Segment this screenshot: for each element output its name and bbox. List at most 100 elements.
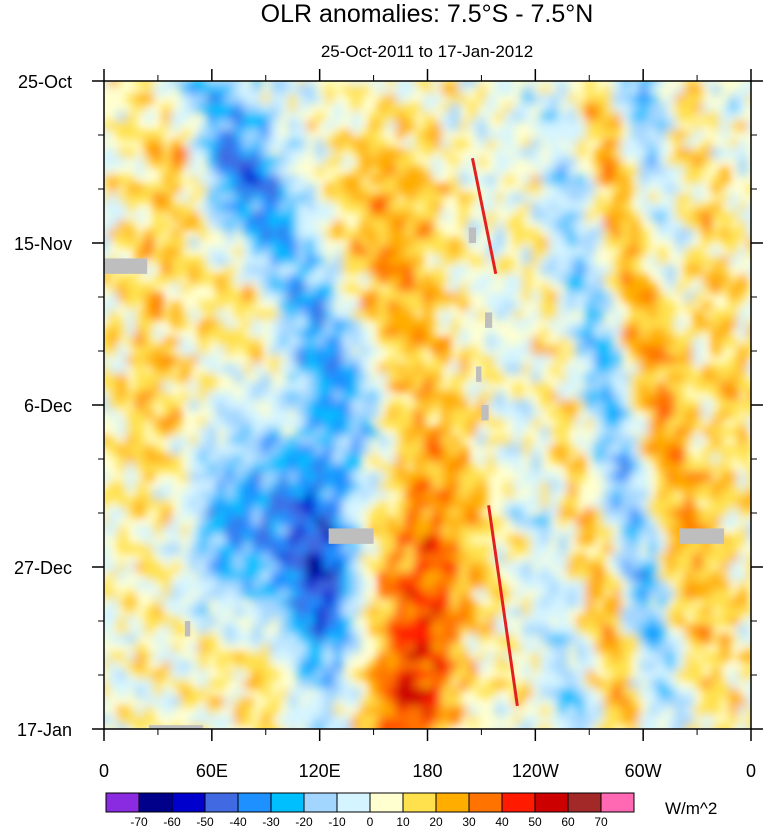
field-cell [639,724,649,729]
field-cell [117,625,127,635]
field-cell [144,715,154,725]
field-cell [522,445,532,455]
field-cell [333,247,343,257]
field-cell [495,454,505,464]
field-cell [261,454,271,464]
field-cell [324,706,334,716]
field-cell [306,499,316,509]
field-cell [549,157,559,167]
field-cell [477,283,487,293]
field-cell [711,670,721,680]
field-cell [104,373,109,383]
field-cell [324,652,334,662]
field-cell [306,202,316,212]
field-cell [288,634,298,644]
field-cell [387,337,397,347]
field-cell [342,427,352,437]
field-cell [639,652,649,662]
field-cell [459,364,469,374]
field-cell [603,643,613,653]
field-cell [612,202,622,212]
field-cell [324,337,334,347]
field-cell [342,724,352,729]
field-cell [297,139,307,149]
field-cell [270,571,280,581]
field-cell [441,661,451,671]
field-cell [423,202,433,212]
field-cell [603,391,613,401]
field-cell [315,112,325,122]
field-cell [558,616,568,626]
field-cell [441,346,451,356]
field-cell [477,625,487,635]
field-cell [279,175,289,185]
field-cell [342,643,352,653]
field-cell [495,409,505,419]
field-cell [342,382,352,392]
field-cell [104,652,109,662]
field-cell [216,175,226,185]
field-cell [693,616,703,626]
field-cell [216,589,226,599]
field-cell [432,184,442,194]
field-cell [162,238,172,248]
field-cell [414,319,424,329]
field-cell [684,688,694,698]
field-cell [675,382,685,392]
field-cell [585,562,595,572]
field-cell [252,427,262,437]
field-cell [414,679,424,689]
field-cell [621,409,631,419]
field-cell [207,481,217,491]
field-cell [297,346,307,356]
field-cell [486,139,496,149]
field-cell [693,283,703,293]
field-cell [315,310,325,320]
field-cell [423,481,433,491]
field-cell [477,589,487,599]
field-cell [387,724,397,729]
field-cell [495,544,505,554]
field-cell [414,481,424,491]
field-cell [252,616,262,626]
field-cell [513,229,523,239]
field-cell [540,526,550,536]
field-cell [279,157,289,167]
field-cell [153,184,163,194]
field-cell [495,607,505,617]
field-cell [702,211,712,221]
field-cell [603,607,613,617]
field-cell [387,247,397,257]
field-cell [612,688,622,698]
field-cell [603,400,613,410]
field-cell [333,454,343,464]
field-cell [612,382,622,392]
field-cell [522,139,532,149]
field-cell [342,517,352,527]
field-cell [333,391,343,401]
field-cell [558,211,568,221]
field-cell [171,607,181,617]
field-cell [594,400,604,410]
field-cell [468,175,478,185]
field-cell [162,688,172,698]
field-cell [306,625,316,635]
field-cell [450,319,460,329]
field-cell [594,445,604,455]
field-cell [558,562,568,572]
field-cell [252,499,262,509]
field-cell [369,400,379,410]
field-cell [351,472,361,482]
field-cell [585,409,595,419]
field-cell [549,652,559,662]
field-cell [522,193,532,203]
field-cell [153,652,163,662]
field-cell [459,535,469,545]
field-cell [414,274,424,284]
field-cell [279,562,289,572]
field-cell [621,283,631,293]
field-cell [135,580,145,590]
field-cell [297,490,307,500]
field-cell [306,301,316,311]
field-cell [306,427,316,437]
